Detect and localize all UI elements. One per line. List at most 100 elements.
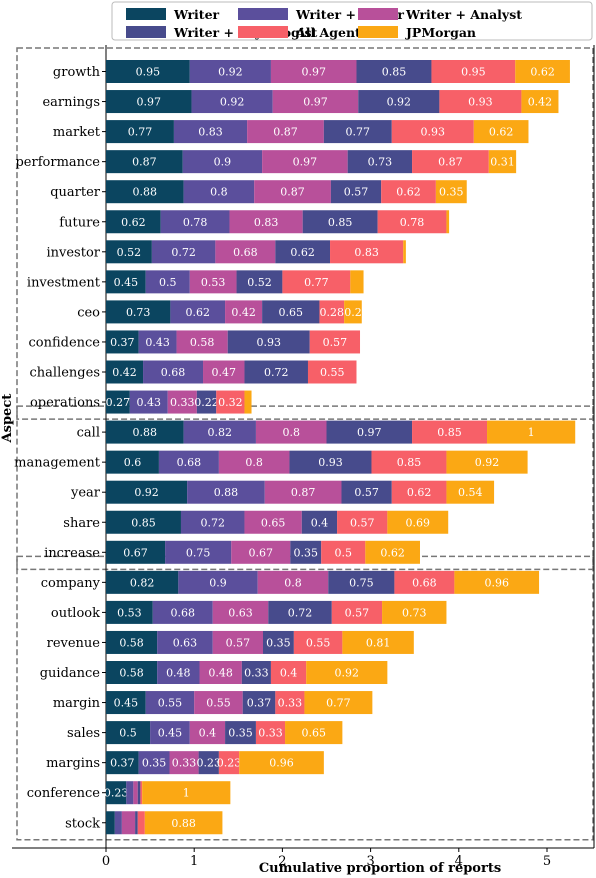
bar-stock-writer [106,811,115,835]
category-label-margins: margins [46,756,100,771]
value-label-earnings-writer-editor: 0.92 [220,96,245,109]
value-label-operations-writer-psycologist: 0.22 [194,396,219,409]
bar-investor-writer-psycologist [275,240,331,264]
value-label-share-writer-psycologist: 0.4 [311,516,329,529]
legend-box [111,1,593,41]
bar-quarter-writer [106,180,184,204]
value-label-growth-writer-editor: 0.92 [218,66,243,79]
bar-share-writer-psycologist [301,510,338,534]
category-label-investor: investor [46,245,100,260]
bar-stock-writer-editor [114,811,122,835]
bar-conference-writer [106,781,127,805]
value-label-margins-writer: 0.37 [110,757,135,770]
category-label-growth: growth [53,65,101,80]
value-label-market-jpmorgan: 0.62 [489,126,514,139]
bar-future-writer-analyst [229,210,303,234]
value-label-management-writer-psycologist: 0.93 [318,456,343,469]
bar-growth-writer-psycologist [356,60,432,83]
value-label-increase-writer-analyst: 0.67 [249,546,274,559]
value-label-margins-jpmorgan: 0.96 [269,757,294,770]
value-label-sales-writer: 0.5 [119,727,137,740]
bar-increase-writer-psycologist [290,540,322,564]
value-label-year-writer-editor: 0.88 [214,486,239,499]
bar-increase-writer [106,540,166,564]
value-label-quarter-jpmorgan: 0.35 [439,186,464,199]
value-label-share-writer: 0.85 [131,516,156,529]
bar-increase-jpmorgan [365,540,420,564]
value-label-call-writer: 0.88 [133,426,158,439]
category-label-outlook: outlook [51,606,100,621]
bar-growth-writer-editor [189,60,271,83]
category-label-quarter: quarter [50,185,101,200]
legend-swatch-writer-analyst [358,8,398,20]
bar-margin-writer-psycologist [242,691,276,715]
value-label-future-writer: 0.62 [121,216,146,229]
bar-investor-all-agents [330,240,404,264]
category-label-revenue: revenue [47,636,101,651]
bar-call-writer-analyst [255,420,327,444]
value-label-growth-writer-analyst: 0.97 [301,66,326,79]
value-label-increase-all-agents: 0.5 [335,546,353,559]
bar-margins-writer-analyst [169,751,199,775]
value-label-quarter-writer-analyst: 0.87 [280,186,305,199]
category-label-call: call [77,426,100,441]
value-label-sales-jpmorgan: 0.65 [301,727,326,740]
value-label-performance-writer-editor: 0.9 [214,156,232,169]
value-label-confidence-all-agents: 0.57 [323,336,348,349]
bar-investment-jpmorgan [350,270,364,294]
x-tick-label-1: 1 [190,854,198,869]
legend-label-writer-analyst: Writer + Analyst [405,7,522,22]
bar-ceo-writer-psycologist [262,300,320,324]
value-label-company-writer: 0.82 [130,576,155,589]
bar-guidance-jpmorgan [306,661,388,684]
bar-outlook-jpmorgan [382,600,447,624]
bar-operations-writer-analyst [167,390,197,414]
bar-operations-writer [106,390,130,414]
bar-guidance-writer-analyst [199,661,242,684]
value-label-increase-jpmorgan: 0.62 [380,546,405,559]
bar-revenue-jpmorgan [342,630,414,654]
category-label-management: management [14,456,101,471]
value-label-margin-writer-analyst: 0.55 [206,697,231,710]
bar-margins-writer [106,751,139,775]
x-tick-label-3: 3 [366,854,374,869]
value-label-investment-writer-psycologist: 0.52 [247,276,272,289]
value-label-sales-writer-editor: 0.45 [158,727,183,740]
bar-margins-all-agents [218,751,240,775]
value-label-investor-writer-editor: 0.72 [171,246,196,259]
bar-sales-writer [106,721,151,745]
value-label-challenges-writer-analyst: 0.47 [211,366,236,379]
bar-company-writer-analyst [257,570,329,594]
value-label-share-all-agents: 0.57 [350,516,375,529]
value-label-increase-writer-editor: 0.75 [186,546,211,559]
category-label-performance: performance [15,155,100,170]
legend-label-writer: Writer [173,7,220,22]
value-label-performance-writer-psycologist: 0.73 [368,156,393,169]
category-label-earnings: earnings [42,95,100,110]
value-label-increase-writer: 0.67 [123,546,148,559]
bar-ceo-jpmorgan [344,300,362,324]
value-label-challenges-writer-psycologist: 0.72 [264,366,289,379]
bar-revenue-all-agents [293,630,343,654]
bars: 0.95 0.92 0.97 0.85 0.95 0.62 0.97 0.92 0.97 0.92… [104,60,576,835]
value-label-performance-writer: 0.87 [132,156,157,169]
value-label-stock-jpmorgan: 0.88 [171,817,196,830]
value-label-market-all-agents: 0.93 [421,126,446,139]
bar-earnings-writer-analyst [272,90,359,114]
bar-increase-all-agents [321,540,366,564]
category-label-company: company [41,576,101,591]
value-label-market-writer-analyst: 0.87 [273,126,298,139]
bar-ceo-writer-editor [170,300,226,324]
value-label-outlook-all-agents: 0.57 [345,606,370,619]
value-label-growth-jpmorgan: 0.62 [530,66,555,79]
bar-investment-writer-psycologist [236,270,283,294]
value-label-operations-all-agents: 0.32 [218,396,243,409]
bar-call-all-agents [412,420,488,444]
category-label-stock: stock [65,816,100,831]
value-label-challenges-writer: 0.42 [112,366,137,379]
value-label-quarter-writer: 0.88 [133,186,158,199]
bar-future-jpmorgan [446,210,450,234]
bar-guidance-all-agents [270,661,307,684]
bar-company-writer-editor [178,570,258,594]
category-label-sales: sales [67,726,100,741]
